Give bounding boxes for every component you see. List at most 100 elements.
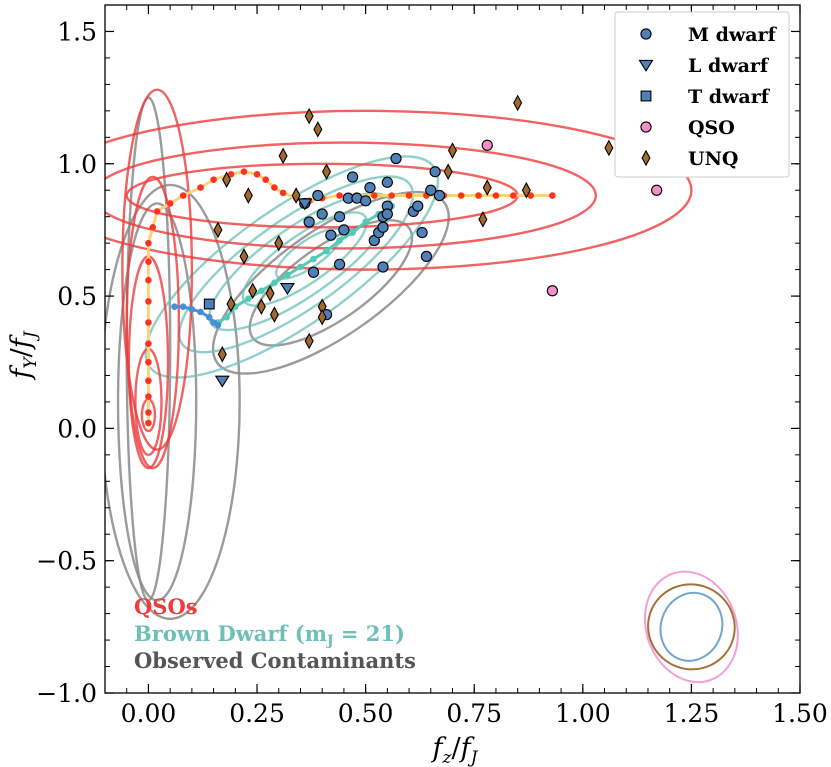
error-ellipse-0 bbox=[659, 591, 724, 662]
y-tick-label: 0.0 bbox=[57, 414, 97, 443]
unq-point bbox=[243, 187, 253, 204]
track-point bbox=[179, 303, 187, 310]
track-point bbox=[188, 306, 196, 313]
legend-marker-l-dwarf bbox=[638, 59, 654, 72]
qso-contour-3 bbox=[125, 175, 181, 470]
unq-point bbox=[239, 248, 249, 265]
track-point bbox=[457, 192, 465, 199]
track-point bbox=[145, 340, 152, 348]
unq-point bbox=[256, 298, 266, 315]
track-point bbox=[240, 168, 248, 176]
track-point bbox=[549, 192, 556, 199]
m-dwarf-point bbox=[312, 189, 324, 202]
m-dwarf-point bbox=[381, 208, 393, 220]
track-point bbox=[149, 223, 157, 231]
track-point bbox=[245, 295, 252, 303]
track-point bbox=[510, 192, 517, 199]
observed-annotation: Observed Contaminants bbox=[134, 648, 416, 673]
unq-point bbox=[513, 94, 523, 112]
track-point bbox=[166, 200, 174, 207]
m-dwarf-point bbox=[390, 152, 402, 165]
m-dwarf-point bbox=[429, 166, 441, 178]
unq-point bbox=[443, 163, 453, 181]
track-point bbox=[210, 176, 217, 183]
m-dwarf-point bbox=[333, 258, 346, 270]
track-point bbox=[310, 255, 317, 263]
y-tick-label: 0.5 bbox=[57, 282, 97, 311]
qso-annotation: QSOs bbox=[134, 594, 198, 619]
qso-upper-contour-2 bbox=[105, 109, 693, 271]
track-point bbox=[145, 377, 152, 385]
track-point bbox=[253, 171, 261, 178]
track-point bbox=[279, 189, 287, 197]
track-point bbox=[145, 419, 152, 427]
l-dwarf-point bbox=[214, 375, 230, 388]
y-tick-label: −1.0 bbox=[36, 679, 97, 708]
track-point bbox=[323, 247, 330, 255]
m-dwarf-point bbox=[303, 216, 315, 228]
legend-label: QSO bbox=[688, 117, 735, 139]
axes bbox=[104, 4, 801, 694]
error-ellipse-1 bbox=[647, 583, 736, 671]
legend-label: M dwarf bbox=[688, 24, 778, 46]
observed-contour-1 bbox=[211, 190, 450, 375]
m-dwarf-point bbox=[412, 200, 424, 212]
legend-label: UNQ bbox=[688, 148, 739, 170]
m-dwarf-point bbox=[325, 229, 337, 241]
m-dwarf-point bbox=[377, 221, 389, 233]
l-dwarf-point bbox=[279, 283, 295, 296]
unq-point bbox=[274, 234, 284, 252]
unq-point bbox=[521, 181, 531, 199]
unq-point bbox=[248, 282, 258, 300]
legend-marker-qso bbox=[640, 121, 652, 133]
track-point bbox=[475, 192, 482, 199]
track-point bbox=[284, 271, 291, 279]
track-point bbox=[271, 279, 278, 287]
track-point bbox=[362, 218, 369, 226]
track-point bbox=[527, 192, 534, 199]
qso-point bbox=[651, 184, 663, 196]
legend-box bbox=[614, 11, 790, 178]
error-ellipse-2 bbox=[643, 570, 739, 684]
unq-point bbox=[226, 295, 236, 313]
brown-dwarf-contour-3 bbox=[178, 175, 415, 354]
x-axis-label: fz/fJ bbox=[431, 733, 479, 767]
track-point bbox=[145, 358, 152, 366]
track-point bbox=[197, 184, 204, 191]
track-point bbox=[271, 184, 278, 191]
m-dwarf-point bbox=[420, 250, 433, 263]
t-dwarf-point bbox=[203, 298, 215, 310]
x-tick-label: 1.25 bbox=[664, 699, 720, 728]
track-point bbox=[371, 192, 378, 199]
m-dwarf-point bbox=[381, 176, 393, 188]
track-point bbox=[153, 208, 161, 215]
track-point bbox=[145, 393, 152, 400]
y-tick-label: 1.0 bbox=[57, 150, 97, 179]
unq-point bbox=[447, 142, 458, 159]
x-tick-label: 0.75 bbox=[446, 699, 502, 728]
y-tick-label: −0.5 bbox=[36, 547, 97, 576]
x-tick-label: 0.50 bbox=[338, 699, 394, 728]
error-ellipses bbox=[643, 570, 739, 684]
track-point bbox=[214, 321, 222, 329]
x-tick-label: 1.00 bbox=[555, 699, 611, 728]
unq-point bbox=[478, 211, 488, 228]
x-tick-label: 0.00 bbox=[121, 699, 177, 728]
legend-label: T dwarf bbox=[688, 86, 771, 108]
unq-point bbox=[291, 187, 301, 204]
contours-layer bbox=[105, 88, 693, 621]
m-dwarf-point bbox=[364, 181, 376, 194]
track-point bbox=[262, 176, 270, 183]
x-tick-label: 1.50 bbox=[772, 699, 828, 728]
track-point bbox=[405, 192, 413, 199]
qso-contour-4 bbox=[121, 88, 194, 451]
observed-contour-3 bbox=[116, 202, 198, 602]
legend-marker-unq bbox=[641, 149, 651, 167]
unq-point bbox=[304, 332, 314, 350]
unq-point bbox=[604, 139, 614, 157]
l-dwarf-point bbox=[297, 198, 313, 211]
track-point bbox=[145, 319, 152, 326]
m-dwarf-point bbox=[346, 171, 359, 183]
track-point bbox=[492, 192, 500, 199]
